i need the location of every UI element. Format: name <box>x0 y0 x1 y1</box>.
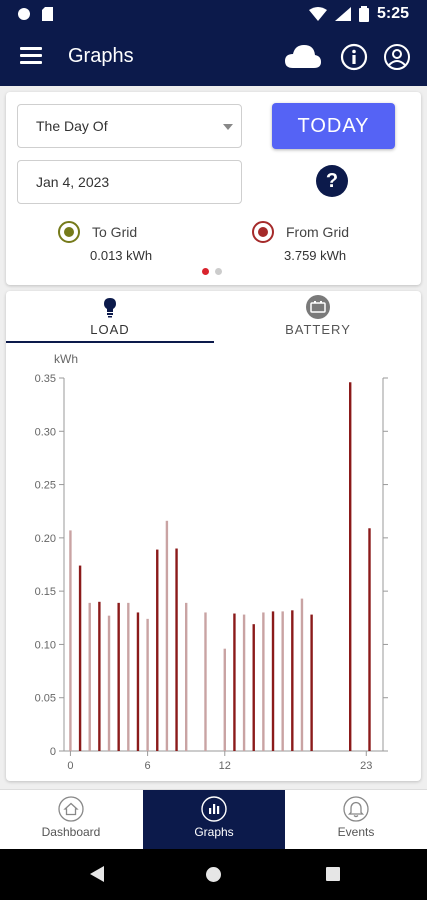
bar <box>300 598 304 751</box>
bar <box>262 612 265 751</box>
nav-events[interactable]: Events <box>285 790 427 850</box>
date-value: Jan 4, 2023 <box>36 174 110 190</box>
app-bar: Graphs <box>0 28 427 86</box>
bar <box>291 610 294 751</box>
from-grid-label: From Grid <box>286 224 349 240</box>
y-tick-label: 0.35 <box>35 373 56 385</box>
bell-icon <box>343 796 369 822</box>
battery-icon <box>306 295 330 319</box>
bar <box>69 530 72 751</box>
bar <box>281 611 284 751</box>
help-icon[interactable]: ? <box>316 165 348 197</box>
tab-battery[interactable]: BATTERY <box>214 291 422 343</box>
bar <box>242 614 246 751</box>
wifi-icon <box>308 7 327 21</box>
bar-series <box>69 382 371 751</box>
y-axis: 0 0.05 0.10 0.15 0.20 0.25 0.30 0.35 <box>35 373 388 758</box>
y-tick-label: 0.20 <box>35 533 56 545</box>
controls-card: The Day Of Jan 4, 2023 TODAY ? To Grid 0… <box>6 92 421 285</box>
nav-dashboard-label: Dashboard <box>41 825 101 839</box>
battery-status-icon <box>358 6 369 22</box>
tab-battery-label: BATTERY <box>285 322 351 337</box>
chart-card: LOAD BATTERY kWh 0 0.05 0.10 0.15 0.20 0.25 0.… <box>6 291 421 781</box>
bar <box>127 602 130 751</box>
bar <box>107 615 111 751</box>
bar <box>204 612 207 751</box>
home-icon <box>58 796 84 822</box>
y-tick-label: 0.15 <box>35 586 56 598</box>
bar <box>165 520 169 751</box>
x-tick-label: 6 <box>145 760 151 772</box>
system-nav-bar <box>0 849 427 900</box>
nav-events-label: Events <box>337 825 375 839</box>
bar <box>271 611 275 751</box>
x-tick-label: 12 <box>219 760 231 772</box>
bar <box>184 602 188 751</box>
bar <box>252 624 255 751</box>
from-grid-marker-icon <box>252 221 274 243</box>
bar <box>233 613 236 751</box>
page-title: Graphs <box>68 45 134 67</box>
chevron-down-icon <box>223 124 233 130</box>
lightbulb-icon <box>104 298 116 318</box>
notification-dot-icon <box>18 8 30 20</box>
load-chart: kWh 0 0.05 0.10 0.15 0.20 0.25 0.30 0.35 0 6 12 23 <box>35 352 388 772</box>
back-icon[interactable] <box>90 866 104 882</box>
page-indicator <box>202 268 222 275</box>
from-grid-value: 3.759 kWh <box>284 248 347 263</box>
bar <box>98 601 101 751</box>
bar <box>348 382 352 751</box>
today-button[interactable]: TODAY <box>272 103 395 149</box>
y-tick-label: 0.25 <box>35 480 56 492</box>
date-field[interactable]: Jan 4, 2023 <box>17 160 242 204</box>
nav-dashboard[interactable]: Dashboard <box>0 790 142 850</box>
bar <box>310 614 313 751</box>
y-tick-label: 0.05 <box>35 693 56 705</box>
bar <box>146 618 149 751</box>
range-select[interactable]: The Day Of <box>17 104 242 148</box>
signal-icon <box>334 7 351 21</box>
bar <box>368 528 371 751</box>
bar <box>78 565 82 751</box>
range-select-value: The Day Of <box>36 118 108 134</box>
bar <box>175 548 178 751</box>
nav-graphs[interactable]: Graphs <box>143 790 285 850</box>
x-tick-label: 0 <box>67 760 73 772</box>
cloud-icon[interactable] <box>284 42 322 70</box>
y-axis-label: kWh <box>54 352 78 366</box>
page-dot[interactable] <box>215 268 222 275</box>
y-tick-label: 0 <box>50 746 56 758</box>
bar <box>156 549 159 751</box>
bar <box>88 602 91 751</box>
x-tick-label: 23 <box>360 760 372 772</box>
page-dot-active[interactable] <box>202 268 209 275</box>
bar <box>117 602 120 751</box>
sd-card-icon <box>42 7 53 21</box>
tab-load-label: LOAD <box>90 322 130 337</box>
bar-chart-icon <box>201 796 227 822</box>
to-grid-marker-icon <box>58 221 80 243</box>
menu-icon[interactable] <box>20 47 42 65</box>
recent-apps-icon[interactable] <box>326 867 340 881</box>
x-axis: 0 6 12 23 <box>64 750 383 772</box>
clock: 5:25 <box>376 5 409 22</box>
bar <box>223 648 226 751</box>
bottom-nav: Dashboard Graphs Events <box>0 789 427 850</box>
status-bar: 5:25 <box>0 0 427 28</box>
tab-load[interactable]: LOAD <box>6 291 214 343</box>
to-grid-label: To Grid <box>92 224 138 240</box>
nav-graphs-label: Graphs <box>194 825 234 839</box>
to-grid-value: 0.013 kWh <box>90 248 153 263</box>
info-icon[interactable] <box>340 43 368 71</box>
y-tick-label: 0.10 <box>35 639 56 651</box>
account-icon[interactable] <box>383 43 411 71</box>
bar <box>136 612 140 751</box>
home-button-icon[interactable] <box>206 867 221 882</box>
y-tick-label: 0.30 <box>35 426 56 438</box>
